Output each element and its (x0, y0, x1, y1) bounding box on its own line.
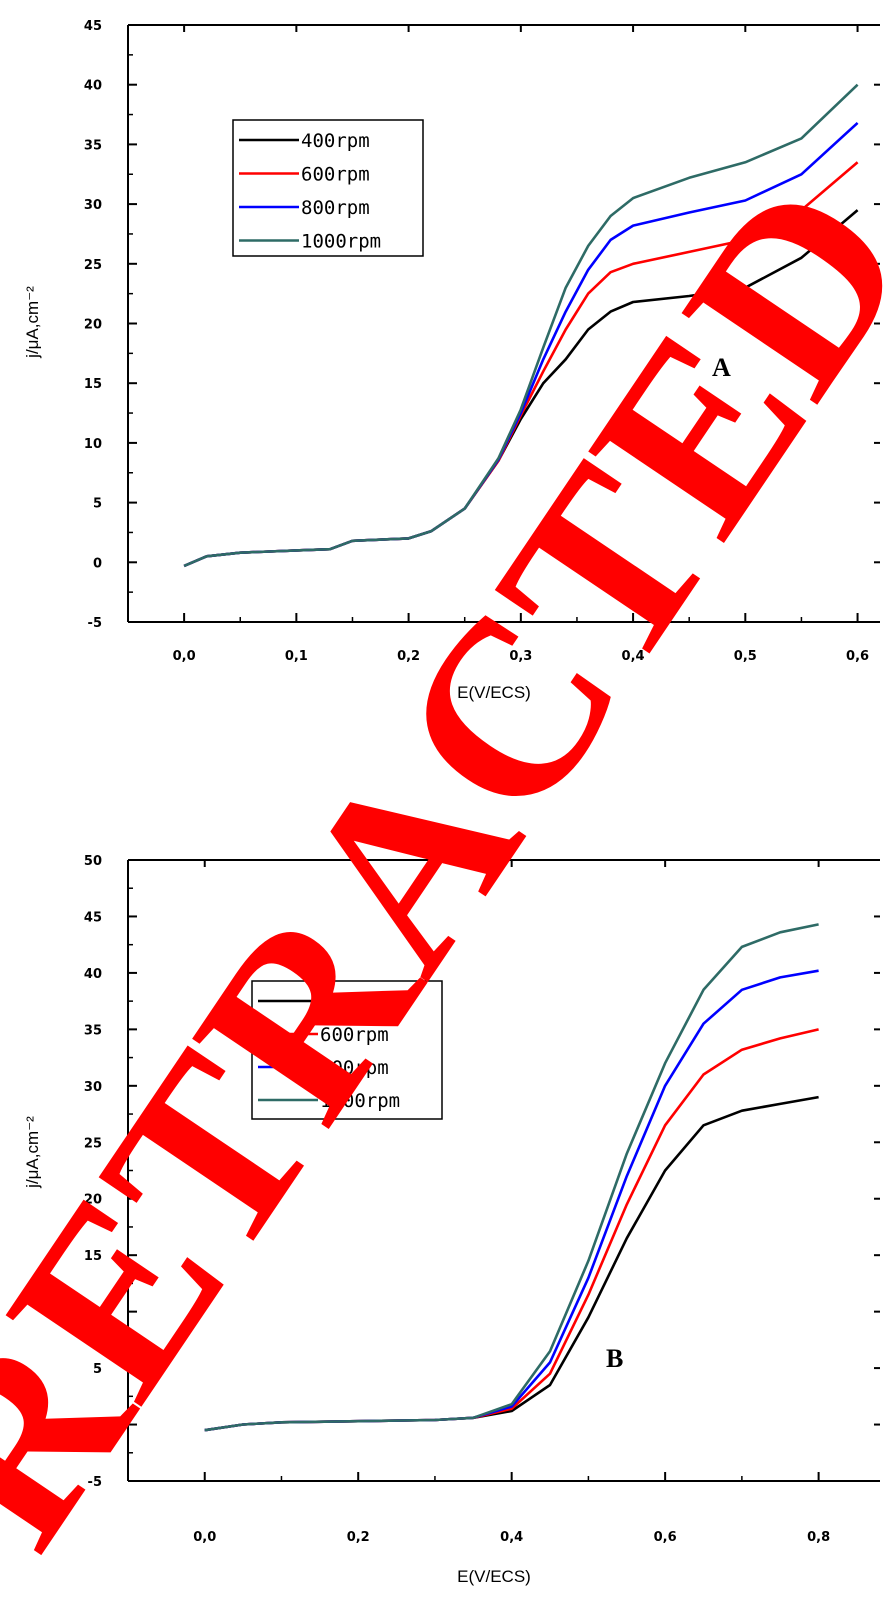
legend-label: 400rpm (320, 991, 389, 1013)
y-tick-label: 45 (84, 910, 102, 925)
y-tick-label: 45 (84, 19, 102, 34)
y-tick-label: -5 (88, 616, 102, 631)
y-tick-label: 5 (93, 1362, 102, 1377)
x-tick-label: 0,3 (509, 649, 532, 664)
chart-panel-a: -5 0 5 10 15 20 25 30 35 40 45 0,0 0,1 0,2 0,3 0,4 0,5 0,… (23, 19, 880, 702)
y-tick-label: 20 (84, 1193, 102, 1208)
x-tick-label: 0,2 (397, 649, 420, 664)
x-tick-label: 0,2 (347, 1530, 370, 1545)
legend-label: 1000rpm (320, 1090, 400, 1112)
y-tick-label: 5 (93, 497, 102, 512)
y-tick-label: 15 (84, 377, 102, 392)
y-axis-title: j/μA,cm⁻² (23, 1116, 42, 1189)
y-tick-label: 0 (93, 1419, 102, 1434)
retracted-stamp-text: RETRACTED (0, 135, 892, 1591)
chart-panel-b: -5 0 5 10 15 20 25 30 35 40 45 50 0,0 0,2 0,4 0,6 0,8 E(V… (23, 854, 880, 1586)
x-axis-title: E(V/ECS) (457, 683, 531, 702)
y-tick-label: 25 (84, 258, 102, 273)
panel-letter: A (712, 353, 731, 382)
legend: 400rpm 600rpm 800rpm 1000rpm (251, 980, 443, 1120)
y-tick-label: 10 (84, 1306, 102, 1321)
x-tick-label: 0,4 (500, 1530, 523, 1545)
x-tick-label: 0,6 (654, 1530, 677, 1545)
legend-box (232, 119, 424, 257)
y-tick-label: 30 (84, 198, 102, 213)
legend-label: 600rpm (320, 1024, 389, 1046)
legend: 400rpm 600rpm 800rpm 1000rpm (232, 119, 424, 257)
x-tick-label: 0,6 (846, 649, 869, 664)
x-axis-title: E(V/ECS) (457, 1567, 531, 1586)
x-tick-label: 0,8 (807, 1530, 830, 1545)
y-axis-title: j/μA,cm⁻² (23, 286, 42, 359)
y-tick-label: 10 (84, 437, 102, 452)
y-tick-label: 20 (84, 318, 102, 333)
y-tick-label: 15 (84, 1249, 102, 1264)
x-tick-label: 0,0 (193, 1530, 216, 1545)
series-line-3 (204, 923, 819, 1432)
y-tick-label: 35 (84, 138, 102, 153)
legend-label: 1000rpm (301, 231, 381, 253)
y-tick-label: -5 (88, 1475, 102, 1490)
panel-letter: B (606, 1344, 623, 1373)
x-tick-label: 0,0 (173, 649, 196, 664)
retracted-watermark: RETRACTED (0, 135, 892, 1591)
x-tick-label: 0,1 (285, 649, 308, 664)
series-line-3 (183, 83, 859, 568)
y-tick-label: 30 (84, 1080, 102, 1095)
y-tick-label: 35 (84, 1023, 102, 1038)
y-tick-label: 50 (84, 854, 102, 869)
legend-label: 600rpm (301, 164, 370, 186)
y-tick-label: 40 (84, 79, 102, 94)
y-tick-label: 0 (93, 556, 102, 571)
y-tick-label: 25 (84, 1136, 102, 1151)
legend-label: 800rpm (320, 1057, 389, 1079)
x-tick-label: 0,4 (622, 649, 645, 664)
legend-box (251, 980, 443, 1120)
legend-label: 400rpm (301, 130, 370, 152)
y-tick-label: 40 (84, 967, 102, 982)
x-tick-label: 0,5 (734, 649, 757, 664)
legend-label: 800rpm (301, 197, 370, 219)
